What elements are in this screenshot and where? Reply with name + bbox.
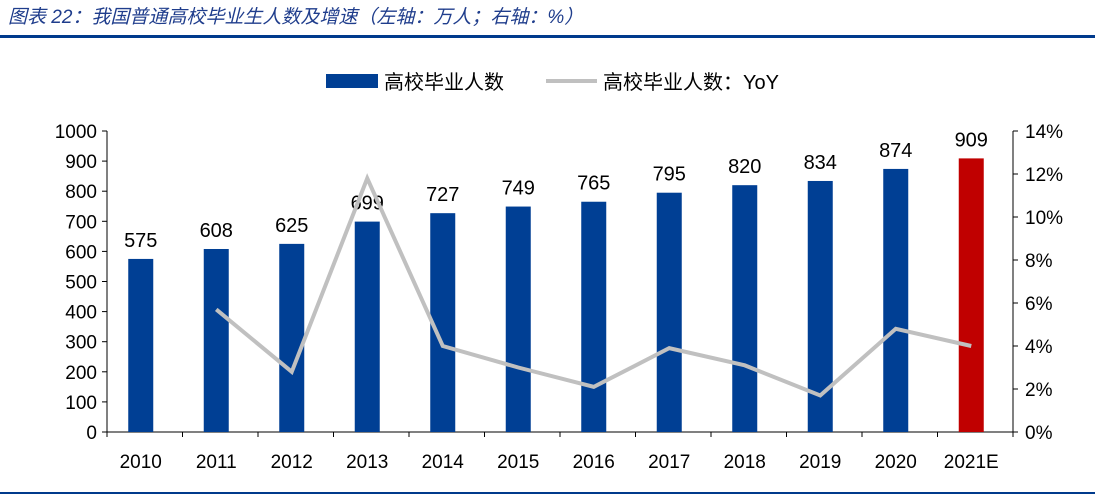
- bar-2013: [354, 221, 380, 432]
- bar-value-label: 765: [577, 173, 610, 195]
- bar-value-label: 834: [804, 152, 837, 174]
- right-tick-label: 0%: [1025, 423, 1053, 444]
- left-tick-label: 400: [65, 303, 97, 324]
- x-tick-label: 2017: [648, 452, 690, 473]
- bar-value-label: 909: [955, 129, 988, 151]
- legend-line-label: 高校毕业人数：YoY: [603, 71, 779, 94]
- bar-2015: [505, 206, 531, 432]
- bar-value-label: 625: [275, 215, 308, 237]
- left-tick-label: 1000: [55, 122, 97, 143]
- bar-2018: [732, 185, 758, 432]
- x-tick-label: 2021E: [944, 452, 999, 473]
- x-tick-label: 2020: [875, 452, 917, 473]
- left-tick-label: 300: [65, 333, 97, 354]
- left-tick-label: 500: [65, 273, 97, 294]
- chart-title: 图表 22：我国普通高校毕业生人数及增速（左轴：万人；右轴：%）: [8, 7, 584, 28]
- left-tick-label: 800: [65, 182, 97, 203]
- left-tick-label: 0: [86, 423, 97, 444]
- right-tick-label: 8%: [1025, 251, 1053, 272]
- bar-2012: [279, 243, 305, 432]
- left-tick-label: 100: [65, 393, 97, 414]
- x-tick-label: 2010: [120, 452, 162, 473]
- x-tick-label: 2011: [196, 452, 237, 473]
- left-tick-label: 700: [65, 212, 97, 233]
- legend-bar-label: 高校毕业人数: [384, 71, 504, 94]
- x-tick-label: 2012: [271, 452, 313, 473]
- bottom-divider: [0, 492, 1095, 494]
- bar-2021E: [958, 158, 984, 433]
- bar-value-label: 874: [879, 140, 912, 162]
- bar-value-label: 575: [124, 230, 157, 252]
- bar-2011: [203, 248, 229, 432]
- bar-2017: [656, 192, 682, 432]
- bar-2010: [128, 258, 154, 432]
- bar-2014: [430, 213, 456, 432]
- bar-2020: [883, 168, 909, 432]
- x-tick-label: 2015: [497, 452, 539, 473]
- x-tick-label: 2019: [799, 452, 841, 473]
- right-tick-label: 14%: [1025, 122, 1063, 143]
- x-tick-label: 2018: [724, 452, 766, 473]
- x-tick-label: 2014: [422, 452, 465, 473]
- bar-2016: [581, 201, 607, 432]
- right-tick-label: 6%: [1025, 294, 1053, 315]
- bar-value-label: 608: [200, 220, 233, 242]
- x-tick-label: 2016: [573, 452, 615, 473]
- top-divider: [0, 35, 1095, 38]
- bar-value-label: 727: [426, 184, 459, 206]
- right-tick-label: 12%: [1025, 165, 1063, 186]
- x-tick-label: 2013: [346, 452, 388, 473]
- right-tick-label: 4%: [1025, 337, 1053, 358]
- left-tick-label: 900: [65, 152, 97, 173]
- bar-value-label: 795: [653, 164, 686, 186]
- legend-bar-swatch: [326, 74, 378, 88]
- left-tick-label: 200: [65, 363, 97, 384]
- right-tick-label: 10%: [1025, 208, 1063, 229]
- bar-value-label: 820: [728, 156, 761, 178]
- right-tick-label: 2%: [1025, 380, 1053, 401]
- bar-value-label: 749: [502, 178, 535, 200]
- left-tick-label: 600: [65, 242, 97, 263]
